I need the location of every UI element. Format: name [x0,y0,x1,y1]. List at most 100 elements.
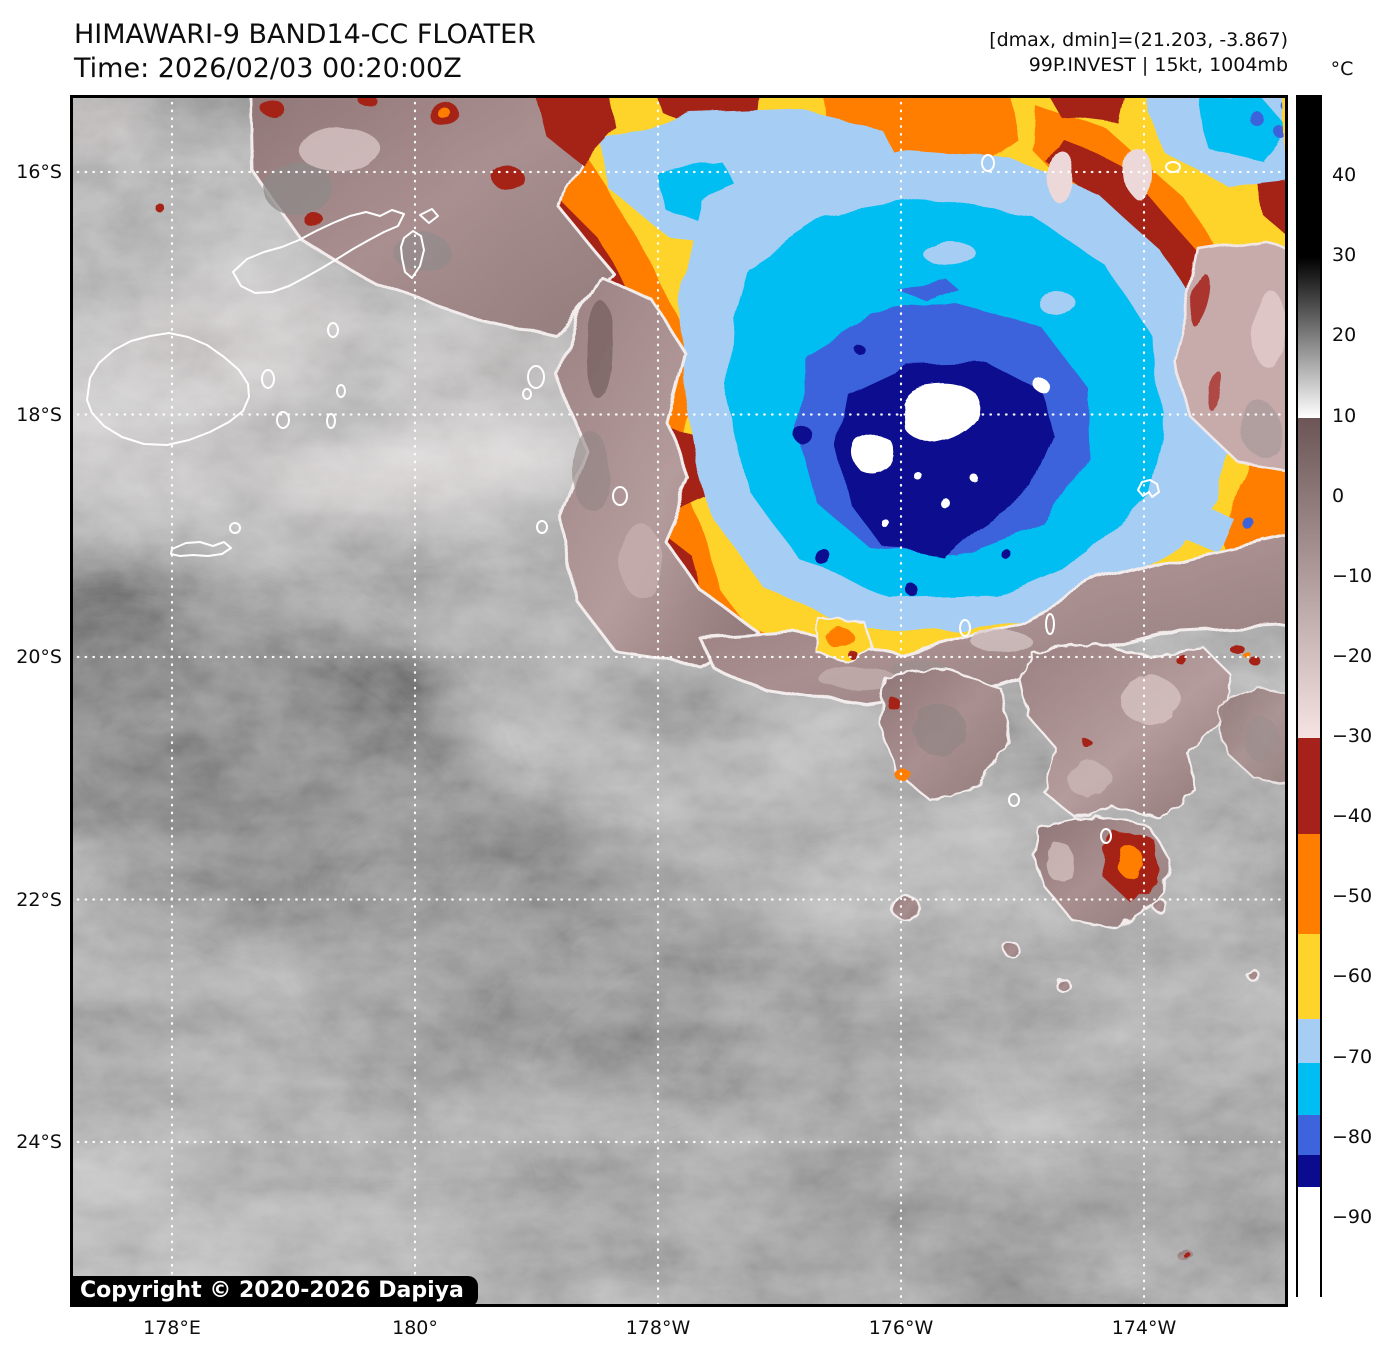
colorbar-tick--50: −50 [1332,885,1373,908]
colorbar-tick--20: −20 [1332,644,1373,667]
islet-outline [522,388,532,400]
white-speck [914,472,922,480]
pink-inclusion [1254,290,1286,370]
colorbar-tick--90: −90 [1332,1205,1373,1228]
lat-label-22s: 22°S [16,888,62,911]
gray-inclusion [392,230,448,270]
corner-royal-dot [1274,126,1286,138]
colorbar-unit-label: °C [1330,58,1354,80]
colorbar-tick-20: 20 [1332,324,1357,347]
island-outline-ne-islet [419,208,439,224]
pink-patch [1049,151,1075,205]
islet-outline [336,384,346,398]
small-cell [1002,941,1022,959]
colorbar-segment-10to-30 [1298,417,1320,739]
lightblue-patch-east [1180,500,1230,550]
island-outline-kadavu [170,541,232,557]
header-annotations: [dmax, dmin]=(21.203, -3.867) 99P.INVEST… [989,28,1288,78]
cold-ring-orange-west [480,95,758,648]
islet-outline [527,365,545,389]
core-navy-cold [836,362,1056,558]
islet-outline [326,413,336,429]
gridlines [70,95,1288,1307]
scattered-cells [814,616,1288,1262]
map-canvas [70,95,1288,1307]
warm-ring-red-topright [1048,95,1127,125]
islet-outline [229,522,241,534]
colorbar-tick-30: 30 [1332,244,1357,267]
red-speck [155,204,165,212]
lon-label-178e: 178°E [143,1317,201,1339]
page-title: HIMAWARI-9 BAND14-CC FLOATER [74,19,536,50]
small-cell [890,894,922,922]
small-cell [1151,898,1169,914]
lat-label-24s: 24°S [16,1131,62,1153]
time-label: Time: 2026/02/03 00:20:00Z [74,53,462,84]
pink-inclusion [300,126,380,174]
navy-speck [818,552,834,568]
colorbar-tick-10: 10 [1332,404,1357,427]
colorbar [1296,95,1322,1300]
lightblue-hole [1037,291,1075,313]
pink-inclusion [1046,842,1074,882]
island-outline-taveuni [400,230,425,279]
white-speck [974,478,982,486]
storm-info-label: 99P.INVEST | 15kt, 1004mb [1028,54,1288,76]
colorbar-segment--54.5to-65 [1298,934,1320,1020]
lat-label-16s: 16°S [16,161,62,183]
dark-streak [586,300,614,400]
light-inclusion [970,628,1030,652]
royal-streak [900,279,960,303]
orange-speck [895,769,911,781]
pink-inclusion [1068,762,1112,798]
colorbar-segment--70.5to-77 [1298,1062,1320,1116]
islet-outline [1008,793,1020,807]
orange-core [826,628,854,648]
gray-inclusion [1242,404,1282,456]
island-outlines [86,154,1181,844]
pink-patch [1127,150,1153,200]
embedded-red-cell [306,215,326,229]
island-outline-viti-levu [86,332,250,446]
colorbar-segment--82to-86 [1298,1154,1320,1188]
colorbar-tick--10: −10 [1332,564,1373,587]
corner-royal-dot [1251,113,1265,127]
gray-inclusion [572,430,608,510]
page-header: HIMAWARI-9 BAND14-CC FLOATER Time: 2026/… [74,18,536,86]
red-speck [886,697,900,709]
lightblue-hole [922,239,974,265]
navy-speck [855,345,865,355]
islet-outline [1165,161,1181,173]
islet-outline [1137,479,1160,498]
navy-speck [906,584,918,596]
overshooting-top-white [853,435,895,475]
islet-outline [261,369,275,389]
red-streak [1208,372,1224,412]
gray-inclusion [264,164,336,216]
red-speck [1250,658,1262,666]
corner-cyan [1200,95,1288,160]
lon-label-174w: 174°W [1111,1317,1177,1339]
colorbar-tick--80: −80 [1332,1125,1373,1148]
royal-dot [1240,515,1252,527]
islet-outline [1100,828,1112,844]
white-speck [942,500,952,510]
lon-label-176w: 176°W [868,1317,934,1339]
islet-outline [276,411,290,429]
islet-outline [981,154,995,172]
copyright-badge: Copyright © 2020-2026 Dapiya [70,1276,478,1307]
island-outline-vanua-levu [232,209,405,294]
colorbar-tick-0: 0 [1332,484,1345,507]
red-speck-south [1184,1252,1192,1260]
colorbar-segment--65to-70.5 [1298,1018,1320,1064]
dmax-dmin-label: [dmax, dmin]=(21.203, -3.867) [989,29,1288,51]
overshooting-top-white [900,381,980,443]
embedded-red-cell [260,100,284,116]
colorbar-segment--86to-100 [1298,1186,1320,1300]
light-inclusion [820,668,900,692]
islet-outline [1045,613,1055,635]
colorbar-segment-50to30 [1298,97,1320,258]
red-speck [1231,645,1245,655]
colorbar-tick--60: −60 [1332,965,1373,988]
colorbar-segment--30to-42 [1298,738,1320,835]
